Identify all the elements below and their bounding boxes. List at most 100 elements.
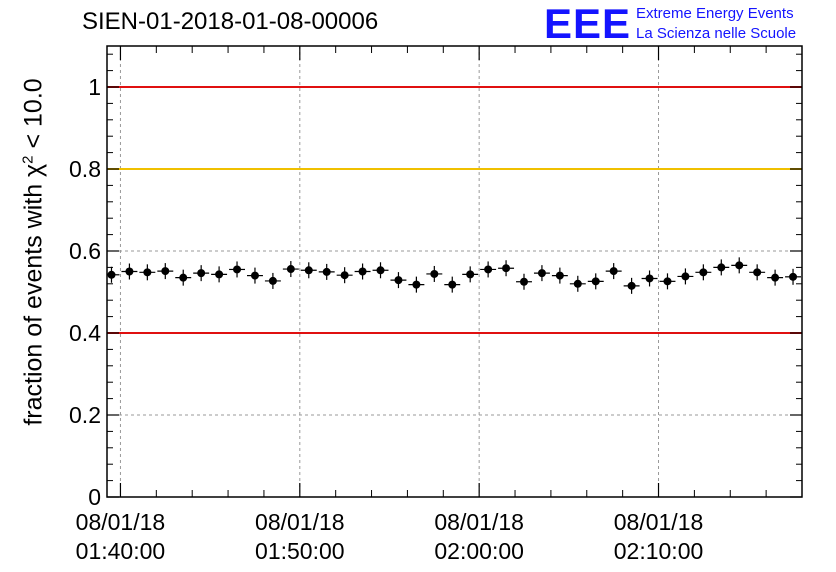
data-marker (430, 269, 439, 278)
data-marker (466, 270, 475, 279)
y-tick-label: 0.6 (69, 238, 101, 264)
data-marker (448, 280, 457, 289)
data-point (677, 268, 694, 285)
data-marker (520, 277, 528, 286)
grid-layer (107, 46, 802, 497)
data-marker (125, 267, 134, 276)
data-point (426, 265, 443, 282)
data-point (695, 264, 712, 281)
data-point (587, 273, 604, 290)
data-point (713, 259, 730, 276)
data-point (354, 263, 371, 280)
data-marker (322, 267, 331, 276)
data-point (336, 267, 353, 284)
y-tick-label: 1 (88, 74, 101, 100)
data-point (390, 272, 407, 289)
data-point (533, 265, 550, 282)
data-point (264, 272, 281, 289)
data-marker (484, 265, 493, 274)
data-marker (591, 277, 600, 286)
data-point (785, 268, 801, 285)
chart-title: SIEN-01-2018-01-08-00006 (82, 8, 379, 35)
data-marker (286, 265, 295, 274)
axis-ticks (107, 46, 803, 498)
data-marker (789, 272, 798, 281)
x-tick-labels: 08/01/18 01:40:00 08/01/18 01:50:00 08/01/18… (76, 509, 704, 564)
data-point (408, 276, 425, 293)
data-marker (394, 276, 403, 285)
data-marker (627, 281, 636, 290)
data-point (749, 264, 766, 281)
data-marker (304, 266, 313, 275)
data-marker (179, 273, 188, 282)
data-points (107, 257, 801, 294)
data-marker (358, 267, 367, 276)
y-tick-label: 0 (88, 484, 101, 510)
data-marker (609, 267, 618, 276)
data-point (121, 263, 138, 280)
data-marker (771, 273, 780, 282)
logo-line-2: La Scienza nelle Scuole (636, 25, 797, 42)
x-tick-label-time: 02:10:00 (614, 538, 704, 564)
data-marker (197, 269, 206, 278)
data-point (569, 275, 586, 292)
data-point (480, 261, 497, 278)
data-marker (376, 266, 385, 275)
data-marker (735, 261, 744, 270)
y-axis-label-tail: < 10.0 (19, 78, 48, 156)
data-point (157, 263, 174, 280)
data-point (462, 266, 479, 283)
data-point (444, 276, 461, 293)
data-marker (717, 263, 726, 272)
data-point (731, 257, 748, 274)
data-point (107, 266, 120, 283)
x-tick-label-time: 01:50:00 (255, 538, 345, 564)
data-marker (215, 270, 224, 279)
data-marker (663, 277, 672, 286)
data-marker (250, 271, 259, 280)
y-tick-label: 0.8 (69, 156, 101, 182)
data-point (372, 262, 389, 279)
data-point (247, 267, 263, 284)
data-marker (233, 265, 242, 274)
x-tick-label-date: 08/01/18 (76, 509, 166, 535)
x-tick-label-time: 02:00:00 (434, 538, 524, 564)
plot-frame (106, 45, 803, 498)
data-marker (502, 264, 511, 273)
y-tick-label: 0.2 (69, 402, 101, 428)
data-marker (573, 279, 582, 288)
y-tick-label: 0.4 (69, 320, 101, 346)
data-marker (681, 272, 690, 281)
data-marker (340, 271, 349, 280)
y-tick-labels: 0 0.2 0.4 0.6 0.8 1 (69, 74, 101, 510)
data-marker (699, 268, 708, 277)
data-point (605, 263, 622, 280)
data-point (211, 266, 228, 283)
x-tick-label-date: 08/01/18 (434, 509, 524, 535)
data-point (516, 273, 532, 290)
x-tick-label-date: 08/01/18 (255, 509, 345, 535)
data-point (175, 269, 192, 286)
data-point (659, 273, 676, 290)
y-axis-label-superscript: 2 (19, 155, 37, 164)
data-point (282, 261, 299, 278)
data-marker (555, 271, 564, 280)
data-point (767, 269, 784, 286)
data-point (300, 262, 317, 279)
data-marker (753, 268, 762, 277)
y-axis-label-main: fraction of events with χ (19, 163, 48, 426)
data-marker (161, 267, 170, 276)
data-marker (537, 269, 546, 278)
data-point (551, 267, 568, 284)
data-point (139, 264, 156, 281)
eee-logo: EEE Extreme Energy Events La Scienza nel… (544, 2, 834, 46)
data-marker (412, 280, 421, 289)
data-point (229, 261, 245, 278)
data-marker (143, 268, 152, 277)
data-point (623, 277, 640, 294)
data-point (641, 270, 658, 287)
x-tick-label-date: 08/01/18 (614, 509, 704, 535)
y-axis-label: fraction of events with χ2 < 10.0 (19, 78, 48, 425)
data-point (318, 263, 335, 280)
